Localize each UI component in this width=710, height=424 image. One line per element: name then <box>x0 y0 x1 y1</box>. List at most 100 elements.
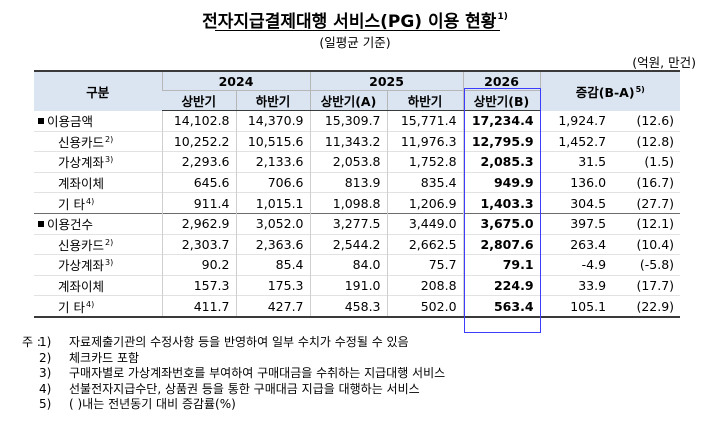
value-cell: 208.8 <box>386 275 464 296</box>
bullet-square-icon <box>38 118 44 125</box>
change-cell: 263.4 <box>539 234 613 255</box>
change-pct-cell: (12.6) <box>636 113 675 129</box>
value-cell: 14,102.8 <box>161 110 236 132</box>
header-year-2024: 2024 <box>161 70 311 91</box>
change-pct-cell: (27.7) <box>636 195 675 211</box>
footnote-marker: 3) <box>105 155 114 165</box>
change-pct-cell: (17.7) <box>636 278 675 294</box>
row-label: 가상계좌3) <box>58 258 114 274</box>
value-cell: 15,309.7 <box>309 110 388 132</box>
value-cell: 911.4 <box>161 192 236 214</box>
value-cell: 3,675.0 <box>462 213 541 235</box>
value-cell: 427.7 <box>235 295 311 317</box>
change-cell: 1,452.7 <box>539 131 613 152</box>
header-period: 하반기 <box>235 90 311 111</box>
value-cell: 2,662.5 <box>386 234 464 255</box>
value-cell: 2,962.9 <box>161 213 236 235</box>
table-row: 계좌이체 157.3 175.3 191.0 208.8 224.9 33.9 (17.7) <box>34 275 681 296</box>
value-cell: 224.9 <box>462 275 541 296</box>
footnote: 5)( )내는 전년동기 대비 증감률(%) <box>39 397 236 411</box>
page-title: 전자지급결제대행 서비스(PG) 이용 현황1) <box>202 12 508 32</box>
header-period: 상반기(A) <box>309 90 388 111</box>
row-label: 신용카드2) <box>58 134 114 150</box>
table-row: 신용카드2) 2,303.7 2,363.6 2,544.2 2,662.5 2,807.… <box>34 234 681 255</box>
value-cell: 75.7 <box>386 254 464 276</box>
value-cell: 1,403.3 <box>462 192 541 214</box>
value-cell: 1,752.8 <box>386 151 464 173</box>
value-cell: 1,015.1 <box>235 192 311 214</box>
table-row: 가상계좌3) 2,293.6 2,133.6 2,053.8 1,752.8 2,085.… <box>34 151 681 173</box>
change-cell: 33.9 <box>539 275 613 296</box>
table-row: 계좌이체 645.6 706.6 813.9 835.4 949.9 136.0 (16.7) <box>34 172 681 193</box>
value-cell: 11,343.2 <box>309 131 388 152</box>
value-cell: 835.4 <box>386 172 464 193</box>
value-cell: 14,370.9 <box>235 110 311 132</box>
value-cell: 2,133.6 <box>235 151 311 173</box>
value-cell: 10,515.6 <box>235 131 311 152</box>
value-cell: 85.4 <box>235 254 311 276</box>
table-row: 기 타4) 411.7 427.7 458.3 502.0 563.4 105.1 (22.9… <box>34 295 681 317</box>
value-cell: 12,795.9 <box>462 131 541 152</box>
value-cell: 17,234.4 <box>462 110 541 132</box>
value-cell: 502.0 <box>386 295 464 317</box>
value-cell: 10,252.2 <box>161 131 236 152</box>
change-pct-cell: (1.5) <box>644 154 675 170</box>
value-cell: 1,206.9 <box>386 192 464 214</box>
value-cell: 563.4 <box>462 295 541 317</box>
change-cell: 136.0 <box>539 172 613 193</box>
value-cell: 706.6 <box>235 172 311 193</box>
header-change: 증감(B-A)5) <box>539 70 681 111</box>
value-cell: 3,052.0 <box>235 213 311 235</box>
value-cell: 157.3 <box>161 275 236 296</box>
value-cell: 79.1 <box>462 254 541 276</box>
footnote-marker: 4) <box>85 196 95 206</box>
change-pct-cell: (22.9) <box>636 298 675 314</box>
value-cell: 2,303.7 <box>161 234 236 255</box>
table-row: 이용금액 14,102.8 14,370.9 15,309.7 15,771.4 17,2… <box>34 110 681 132</box>
footnote: 4) 선불전자지급수단, 상품권 등을 통한 구매대금 지급을 대행하는 서비스 <box>39 381 420 396</box>
header-period: 하반기 <box>386 90 464 111</box>
footnote-marker: 4) <box>85 299 95 309</box>
change-pct-cell: (10.4) <box>636 236 675 252</box>
row-label: 기 타4) <box>58 299 95 315</box>
value-cell: 2,053.8 <box>309 151 388 173</box>
row-label: 이용금액 <box>34 111 162 132</box>
header-category: 구분 <box>34 70 162 111</box>
header-year-2026: 2026 <box>462 70 541 91</box>
row-label: 신용카드2) <box>58 237 114 253</box>
value-cell: 11,976.3 <box>386 131 464 152</box>
change-pct-cell: (16.7) <box>636 175 675 191</box>
value-cell: 175.3 <box>235 275 311 296</box>
value-cell: 411.7 <box>161 295 236 317</box>
value-cell: 1,098.8 <box>309 192 388 214</box>
row-label: 기 타4) <box>58 196 95 212</box>
header-year-2025: 2025 <box>309 70 464 91</box>
change-cell: -4.9 <box>539 254 613 276</box>
row-label: 계좌이체 <box>58 279 105 295</box>
value-cell: 645.6 <box>161 172 236 193</box>
table-row: 기 타4) 911.4 1,015.1 1,098.8 1,206.9 1,403.3 30… <box>34 192 681 214</box>
value-cell: 84.0 <box>309 254 388 276</box>
footnote: 2) 체크카드 포함 <box>39 350 140 365</box>
value-cell: 813.9 <box>309 172 388 193</box>
change-cell: 1,924.7 <box>539 110 613 132</box>
header-period: 상반기(B) <box>462 90 541 111</box>
row-label: 계좌이체 <box>58 176 105 192</box>
row-label: 이용건수 <box>34 213 162 234</box>
value-cell: 15,771.4 <box>386 110 464 132</box>
footnote: 주 :1) 자료제출기관의 수정사항 등을 반영하여 일부 수치가 수정될 수 있… <box>22 335 409 349</box>
table-row: 신용카드2) 10,252.2 10,515.6 11,343.2 11,976.3 12… <box>34 131 681 152</box>
title-underline <box>215 30 500 31</box>
change-cell: 304.5 <box>539 192 613 214</box>
change-pct-cell: (12.1) <box>636 216 675 232</box>
table-row: 가상계좌3) 90.2 85.4 84.0 75.7 79.1 -4.9 (-5.8) <box>34 254 681 276</box>
change-cell: 31.5 <box>539 151 613 173</box>
footnote-marker: 2) <box>105 237 114 247</box>
value-cell: 90.2 <box>161 254 236 276</box>
value-cell: 2,085.3 <box>462 151 541 173</box>
value-cell: 2,807.6 <box>462 234 541 255</box>
footnotes: 주 :1) 자료제출기관의 수정사항 등을 반영하여 일부 수치가 수정될 수 있… <box>22 335 445 413</box>
value-cell: 2,293.6 <box>161 151 236 173</box>
footnote-marker: 2) <box>105 134 114 144</box>
value-cell: 458.3 <box>309 295 388 317</box>
